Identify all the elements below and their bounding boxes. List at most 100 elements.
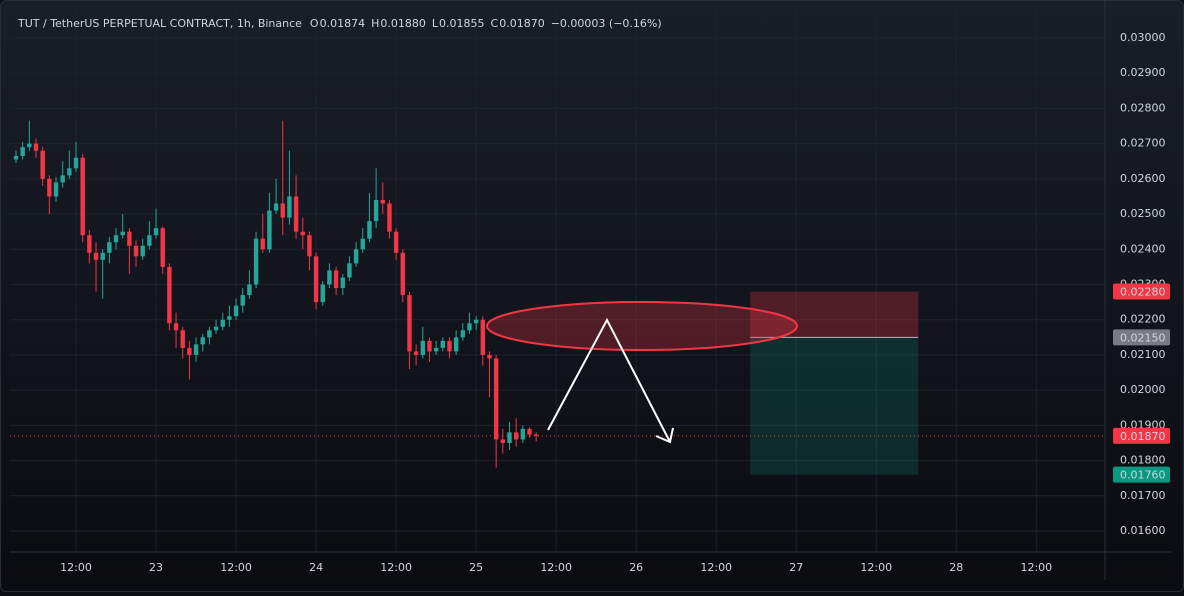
x-tick-label: 28 (949, 561, 963, 574)
candle-body (120, 231, 125, 236)
candle-body (87, 235, 92, 253)
price-badge-label: 0.01870 (1120, 430, 1166, 443)
x-tick-label: 23 (149, 561, 163, 574)
x-tick-label: 26 (629, 561, 643, 574)
y-tick-label: 0.03000 (1120, 31, 1166, 44)
arrow-head (655, 427, 674, 444)
x-tick-label: 12:00 (700, 561, 732, 574)
price-badge-label: 0.01760 (1120, 469, 1166, 482)
candle-body (427, 340, 432, 352)
candle-body (167, 266, 172, 324)
candle-body (200, 337, 205, 345)
candle-body (113, 235, 119, 243)
candle-body (233, 305, 239, 317)
y-tick-label: 0.01800 (1120, 454, 1166, 467)
candle-body (107, 242, 112, 253)
annotation-ellipse (486, 301, 798, 351)
candle-body (173, 323, 179, 331)
price-badge (1113, 283, 1170, 300)
candle-body (93, 252, 99, 260)
candle-body (147, 235, 152, 246)
candle-body (367, 221, 372, 239)
candle-body (447, 340, 452, 352)
candle-body (307, 235, 312, 257)
symbol: TUT / TetherUS PERPETUAL CONTRACT, 1h, B… (17, 17, 302, 30)
candle-body (327, 270, 332, 285)
candle-body (240, 295, 245, 306)
annotation-arrow (547, 317, 671, 443)
candle-body (127, 231, 132, 246)
candle-body (133, 245, 139, 257)
candle-body (160, 228, 165, 267)
candle-body (473, 319, 479, 324)
candle-body (80, 157, 85, 236)
y-tick-label: 0.02900 (1120, 66, 1166, 79)
candle-body (500, 439, 506, 443)
candle-body (220, 319, 225, 327)
x-tick-label: 12:00 (220, 561, 252, 574)
y-tick-label: 0.02500 (1120, 207, 1166, 220)
y-tick-label: 0.02800 (1120, 101, 1166, 114)
candle-body (527, 428, 532, 435)
candle-body (73, 157, 79, 169)
candle-body (440, 340, 445, 348)
price-badge-label: 0.02150 (1120, 331, 1166, 344)
candle-body (407, 295, 412, 352)
candle-body (400, 252, 405, 296)
target-zone (750, 337, 919, 475)
ohlc-value: 0.01874 (320, 17, 366, 30)
y-tick-label: 0.01600 (1120, 524, 1166, 537)
candle-body (360, 238, 365, 250)
x-tick-label: 12:00 (60, 561, 92, 574)
candle-body (513, 432, 519, 440)
candle-body (273, 203, 279, 211)
candle-body (207, 330, 212, 338)
y-tick-label: 0.02000 (1120, 383, 1166, 396)
candle-body (507, 432, 512, 443)
x-tick-label: 12:00 (540, 561, 572, 574)
candle-body (187, 347, 192, 355)
ohlc-key: L (432, 17, 439, 30)
candle-body (353, 249, 359, 264)
candle-body (253, 238, 259, 285)
candle-body (47, 178, 52, 197)
candle-body (33, 143, 39, 151)
candle-body (20, 147, 25, 156)
candle-body (293, 196, 299, 232)
candle-body (347, 263, 352, 278)
candle-body (260, 238, 265, 250)
x-tick-label: 24 (309, 561, 323, 574)
candle-body (313, 256, 319, 303)
candle-body (393, 231, 399, 253)
price-badge-label: 0.02280 (1120, 286, 1166, 299)
ohlc-value: 0.01870 (499, 17, 545, 30)
candle-body (27, 143, 32, 148)
candle-body (280, 203, 285, 218)
candle-body (67, 168, 72, 176)
candle-body (373, 199, 379, 222)
x-tick-label: 12:00 (1020, 561, 1052, 574)
price-badge (1113, 466, 1170, 483)
candle-body (13, 155, 19, 160)
x-tick-label: 12:00 (380, 561, 412, 574)
price-badge (1113, 329, 1170, 346)
candle-body (487, 354, 492, 359)
y-tick-label: 0.02600 (1120, 172, 1166, 185)
candle-body (533, 434, 539, 436)
candle-body (387, 203, 392, 232)
y-tick-label: 0.02200 (1120, 313, 1166, 326)
x-tick-label: 27 (789, 561, 803, 574)
change: −0.00003 (−0.16%) (551, 17, 662, 30)
candle-body (267, 210, 272, 250)
candle-body (480, 319, 486, 355)
candle-body (520, 428, 526, 440)
candle-body (340, 277, 345, 289)
candle-body (213, 326, 219, 331)
candle-body (100, 252, 105, 260)
y-tick-label: 0.02400 (1120, 242, 1166, 255)
candle-body (493, 358, 499, 440)
candle-body (140, 245, 145, 257)
candle-body (40, 150, 45, 179)
